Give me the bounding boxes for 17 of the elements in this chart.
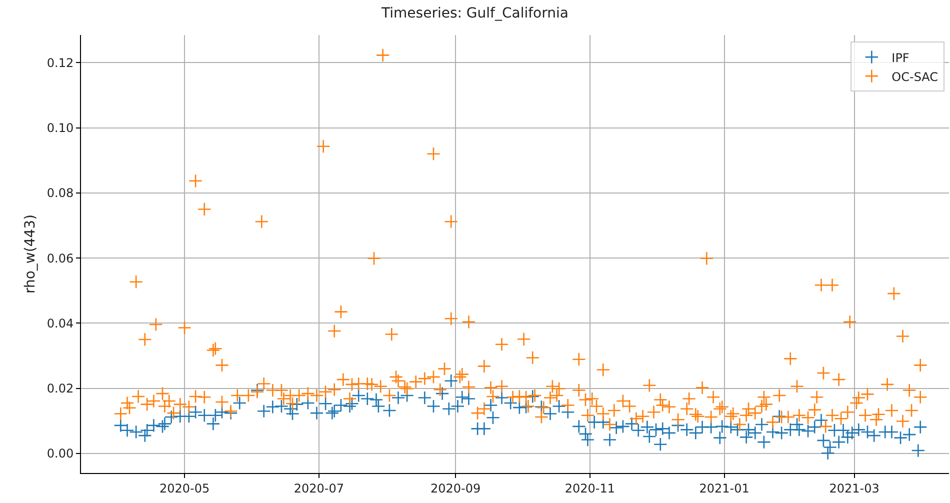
y-tick-label: 0.10 [46, 121, 74, 136]
chart-title: Timeseries: Gulf_California [380, 5, 568, 22]
x-tick-label: 2020-07 [294, 481, 344, 496]
x-tick-label: 2020-05 [159, 481, 210, 496]
y-axis-title: rho_w(443) [22, 214, 38, 294]
legend-label: OC-SAC [892, 70, 938, 84]
y-tick-label: 0.06 [46, 251, 74, 266]
x-tick-label: 2020-11 [564, 481, 615, 496]
y-tick-label: 0.08 [46, 186, 74, 200]
x-tick-label: 2021-03 [829, 481, 880, 496]
legend-label: IPF [892, 50, 910, 65]
y-tick-label: 0.00 [46, 446, 74, 461]
y-tick-label: 0.02 [46, 382, 74, 396]
y-tick-label: 0.12 [46, 56, 74, 70]
x-tick-label: 2021-01 [699, 481, 750, 496]
x-tick-label: 2020-09 [430, 481, 481, 496]
y-tick-label: 0.04 [46, 316, 74, 330]
